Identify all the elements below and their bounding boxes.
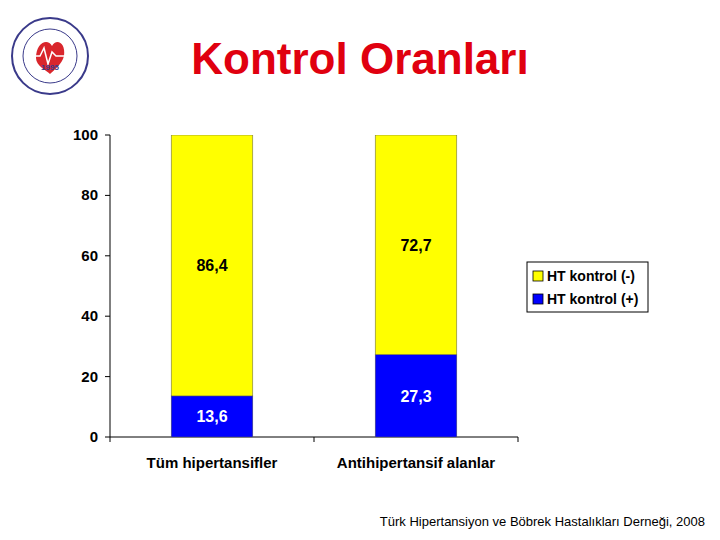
y-tick xyxy=(105,316,110,317)
data-labels: 13,6 86,4 27,3 72,7 xyxy=(196,237,431,426)
y-axis-line xyxy=(110,135,111,437)
logo-pulse xyxy=(30,48,70,64)
legend-label: HT kontrol (+) xyxy=(547,291,638,307)
logo-inner xyxy=(23,29,77,83)
legend-swatch xyxy=(533,271,543,281)
data-label: 72,7 xyxy=(400,237,431,254)
logo: 1995 xyxy=(12,18,88,94)
data-label: 13,6 xyxy=(196,408,227,425)
y-tick xyxy=(105,376,110,377)
y-tick-label: 100 xyxy=(73,126,98,143)
axes: 0 20 40 60 80 100 Tüm hipertansifler Antihipert… xyxy=(73,126,518,471)
x-tick-label: Antihipertansif alanlar xyxy=(337,454,496,471)
y-tick xyxy=(105,135,110,136)
bar xyxy=(171,135,253,396)
bar xyxy=(375,135,457,355)
x-tick xyxy=(314,437,315,442)
logo-year: 1995 xyxy=(41,63,59,72)
legend-box xyxy=(527,262,648,312)
legend: HT kontrol (-) HT kontrol (+) xyxy=(527,262,648,312)
x-tick-label: Tüm hipertansifler xyxy=(147,454,278,471)
y-tick xyxy=(105,437,110,438)
x-tick xyxy=(110,437,111,442)
source: Türk Hipertansiyon ve Böbrek Hastalıklar… xyxy=(380,514,705,529)
legend-swatch xyxy=(533,294,543,304)
root: 1995 Kontrol Oranları 0 20 40 60 80 100 Tüm hipe… xyxy=(0,0,720,540)
y-tick xyxy=(105,195,110,196)
y-tick-label: 20 xyxy=(81,368,98,385)
x-tick xyxy=(518,437,519,442)
y-tick-label: 80 xyxy=(81,186,98,203)
logo-ring xyxy=(12,18,88,94)
y-tick-label: 0 xyxy=(90,428,98,445)
y-tick xyxy=(105,255,110,256)
title: Kontrol Oranları xyxy=(191,34,528,83)
bar xyxy=(375,355,457,437)
data-label: 27,3 xyxy=(400,388,431,405)
y-tick-label: 60 xyxy=(81,247,98,264)
bar xyxy=(171,396,253,437)
y-tick-label: 40 xyxy=(81,307,98,324)
legend-label: HT kontrol (-) xyxy=(547,268,635,284)
bars xyxy=(171,135,457,437)
data-label: 86,4 xyxy=(196,257,227,274)
chart-svg: 1995 Kontrol Oranları 0 20 40 60 80 100 Tüm hipe… xyxy=(0,0,720,540)
